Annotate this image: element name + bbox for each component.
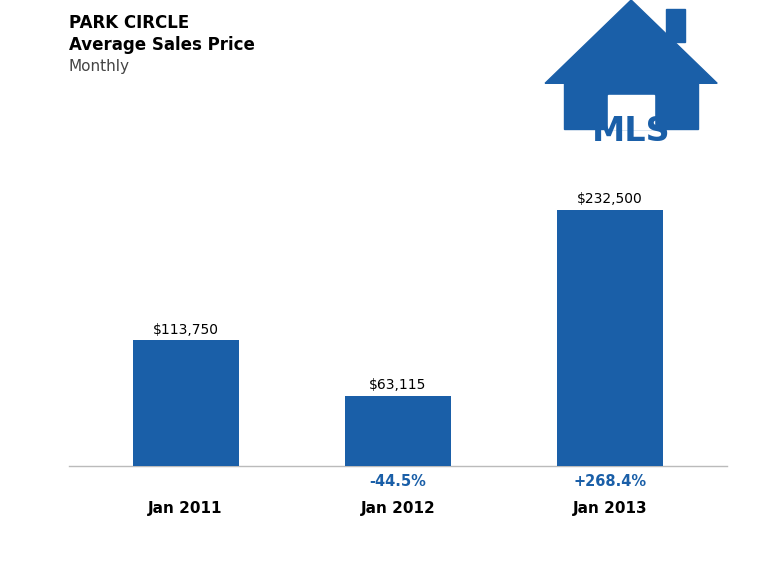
Bar — [132, 341, 239, 466]
Bar — [564, 80, 698, 129]
Bar — [666, 9, 685, 43]
Text: $232,500: $232,500 — [577, 192, 643, 206]
Bar — [557, 210, 663, 466]
Bar — [345, 396, 451, 466]
Text: PARK CIRCLE: PARK CIRCLE — [69, 14, 189, 32]
Text: Monthly: Monthly — [69, 59, 130, 74]
Polygon shape — [545, 0, 717, 83]
Text: Average Sales Price: Average Sales Price — [69, 36, 255, 54]
Text: +268.4%: +268.4% — [574, 473, 646, 489]
Text: $113,750: $113,750 — [152, 323, 219, 337]
Text: -44.5%: -44.5% — [369, 473, 426, 489]
Text: CHARLESTON TRIDENT MULTIPLE LISTING SERVICE, INC.: CHARLESTON TRIDENT MULTIPLE LISTING SERV… — [590, 76, 672, 80]
Bar — [608, 95, 654, 129]
Text: MLS: MLS — [592, 116, 670, 149]
Text: $63,115: $63,115 — [369, 378, 427, 392]
